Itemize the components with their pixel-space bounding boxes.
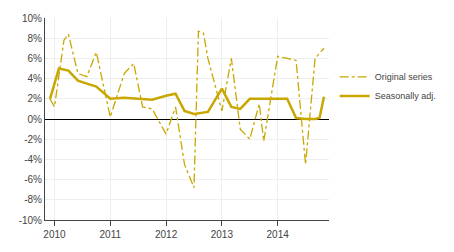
- svg-text:2011: 2011: [100, 229, 122, 240]
- svg-text:0%: 0%: [28, 114, 43, 125]
- svg-text:4%: 4%: [28, 73, 43, 84]
- svg-text:10%: 10%: [22, 13, 42, 24]
- svg-text:2%: 2%: [28, 93, 43, 104]
- svg-text:-10%: -10%: [19, 215, 42, 226]
- svg-text:-4%: -4%: [24, 154, 42, 165]
- svg-text:Original series: Original series: [375, 72, 433, 82]
- svg-text:-2%: -2%: [24, 134, 42, 145]
- svg-text:2014: 2014: [267, 229, 290, 240]
- svg-text:2010: 2010: [43, 229, 66, 240]
- svg-text:-8%: -8%: [24, 194, 42, 205]
- svg-text:Seasonally adj.: Seasonally adj.: [375, 91, 436, 101]
- svg-text:8%: 8%: [28, 33, 43, 44]
- svg-text:6%: 6%: [28, 53, 43, 64]
- svg-text:2012: 2012: [155, 229, 178, 240]
- svg-text:2013: 2013: [211, 229, 234, 240]
- svg-text:-6%: -6%: [24, 174, 42, 185]
